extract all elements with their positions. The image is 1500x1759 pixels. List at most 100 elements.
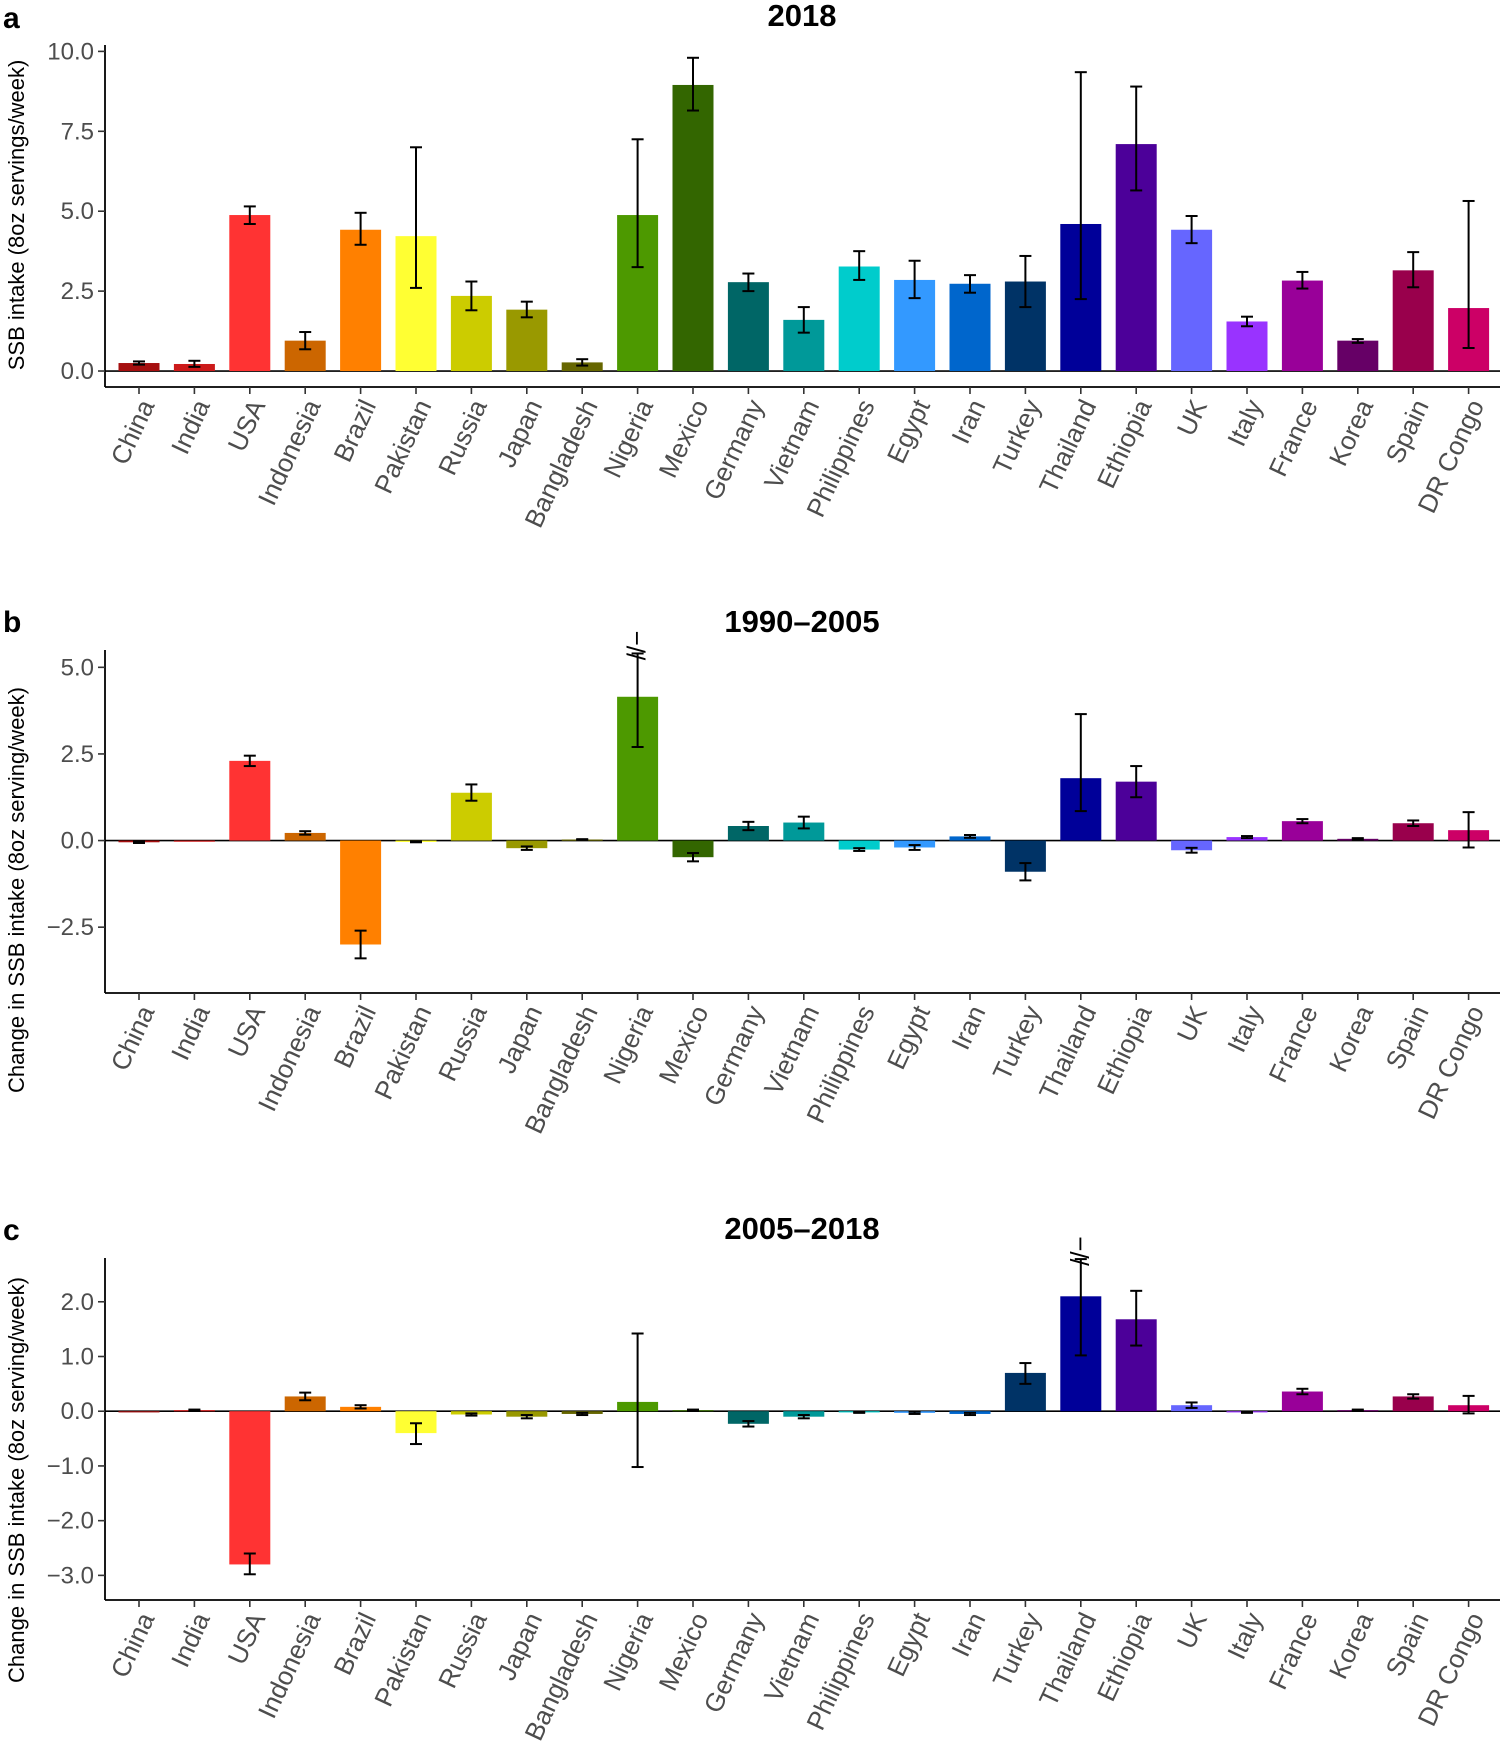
error-bar-mexico	[687, 852, 699, 863]
bar-egypt	[894, 840, 936, 848]
bar-brazil	[340, 840, 382, 945]
error-bar-indonesia	[299, 830, 312, 836]
error-bar-china	[133, 360, 145, 366]
chart-title: 1990–2005	[724, 604, 879, 639]
bar-philippines	[838, 266, 880, 372]
error-bar-germany	[742, 272, 755, 293]
panel-letter: b	[3, 606, 21, 639]
y-tick-label: 2.0	[61, 1289, 94, 1316]
x-tick-label-mexico: Mexico	[652, 395, 714, 482]
error-bar-korea	[1351, 1408, 1364, 1412]
error-bar-iran	[964, 1411, 976, 1417]
error-bar-korea	[1351, 837, 1364, 841]
error-bar-italy	[1241, 315, 1253, 328]
bar-pakistan	[395, 1411, 437, 1434]
bar-india	[173, 840, 215, 842]
y-tick-label: 7.5	[61, 118, 94, 145]
error-bar-dr-congo	[1462, 811, 1475, 849]
error-bar-bangladesh	[576, 358, 589, 367]
error-bar-brazil	[354, 211, 367, 246]
bar-uk	[1171, 840, 1213, 851]
error-bar-brazil	[354, 1404, 367, 1410]
x-tick-label-nigeria: Nigeria	[597, 394, 659, 482]
y-tick-label: 1.0	[61, 1343, 94, 1370]
error-bar-spain	[1407, 251, 1420, 289]
error-bar-dr-congo	[1462, 1394, 1475, 1415]
error-bar-usa	[243, 1552, 256, 1576]
bar-italy	[1226, 321, 1268, 372]
error-bar-bangladesh	[576, 1411, 589, 1417]
bar-usa	[229, 1411, 271, 1565]
x-tick-label-france: France	[1262, 1608, 1323, 1694]
bar-china	[118, 363, 160, 372]
error-bar-philippines	[853, 847, 866, 852]
x-tick-label-brazil: Brazil	[327, 1608, 382, 1680]
error-bar-dr-congo	[1462, 199, 1475, 350]
error-bar-egypt	[908, 844, 921, 851]
x-tick-label-france: France	[1262, 1001, 1323, 1087]
bar-usa	[229, 760, 271, 841]
x-tick-label-japan: Japan	[491, 1001, 548, 1078]
x-tick-label-spain: Spain	[1379, 1608, 1434, 1681]
x-tick-label-russia: Russia	[432, 1000, 493, 1085]
x-tick-label-turkey: Turkey	[986, 1001, 1046, 1085]
y-tick-label: 2.5	[61, 741, 94, 768]
y-tick-label: 5.0	[61, 654, 94, 681]
error-bar-usa	[243, 754, 256, 768]
error-bar-japan	[520, 300, 533, 319]
x-tick-label-japan: Japan	[491, 395, 548, 472]
x-tick-label-mexico: Mexico	[652, 1001, 714, 1088]
x-tick-label-china: China	[105, 394, 161, 469]
error-bar-pakistan	[410, 1422, 422, 1446]
y-tick-label: 10.0	[47, 38, 94, 65]
error-bar-nigeria	[631, 652, 644, 749]
bar-bangladesh	[561, 362, 603, 372]
x-tick-label-nigeria: Nigeria	[597, 1607, 659, 1695]
error-bar-germany	[742, 820, 755, 832]
x-tick-label-mexico: Mexico	[652, 1608, 714, 1695]
y-tick-label: 2.5	[61, 278, 94, 305]
chart-title: 2005–2018	[724, 1211, 879, 1246]
bar-brazil	[340, 229, 382, 372]
error-bar-pakistan	[410, 840, 422, 844]
x-tick-label-uk: UK	[1171, 1607, 1214, 1653]
error-bar-ethiopia	[1130, 1289, 1143, 1347]
x-tick-label-iran: Iran	[945, 395, 991, 448]
y-tick-label: 5.0	[61, 198, 94, 225]
error-bar-philippines	[853, 1410, 866, 1414]
error-bar-russia	[465, 1412, 478, 1417]
bar-spain	[1392, 1396, 1434, 1412]
error-bar-korea	[1351, 338, 1364, 344]
error-bar-japan	[520, 1414, 533, 1420]
x-tick-label-nigeria: Nigeria	[597, 1000, 659, 1088]
y-tick-label: −3.0	[47, 1562, 94, 1589]
error-bar-thailand	[1074, 1258, 1087, 1357]
error-bar-uk	[1185, 215, 1198, 245]
bar-korea	[1337, 340, 1379, 372]
error-bar-egypt	[908, 259, 921, 300]
bar-spain	[1392, 823, 1434, 841]
panel-letter: a	[3, 2, 20, 35]
x-tick-label-iran: Iran	[945, 1608, 991, 1661]
error-bar-vietnam	[797, 1414, 810, 1420]
error-bar-egypt	[908, 1410, 921, 1415]
error-bar-mexico	[687, 1408, 699, 1412]
x-tick-label-usa: USA	[221, 1000, 271, 1062]
bar-uk	[1171, 229, 1213, 372]
axis-break-mark: //−	[1065, 1236, 1095, 1266]
x-tick-label-usa: USA	[221, 394, 271, 456]
x-tick-label-uk: UK	[1171, 394, 1214, 440]
x-tick-label-brazil: Brazil	[327, 395, 382, 467]
error-bar-mexico	[687, 56, 699, 112]
x-tick-label-usa: USA	[221, 1607, 271, 1669]
bar-mexico	[672, 840, 714, 858]
error-bar-turkey	[1019, 254, 1032, 309]
bar-france	[1281, 821, 1323, 841]
x-tick-label-korea: Korea	[1323, 1607, 1380, 1683]
error-bar-russia	[465, 280, 478, 312]
error-bar-usa	[243, 205, 256, 225]
error-bar-china	[133, 840, 145, 844]
error-bar-italy	[1241, 1410, 1253, 1414]
chart-title: 2018	[768, 0, 837, 33]
bar-japan	[506, 309, 548, 372]
